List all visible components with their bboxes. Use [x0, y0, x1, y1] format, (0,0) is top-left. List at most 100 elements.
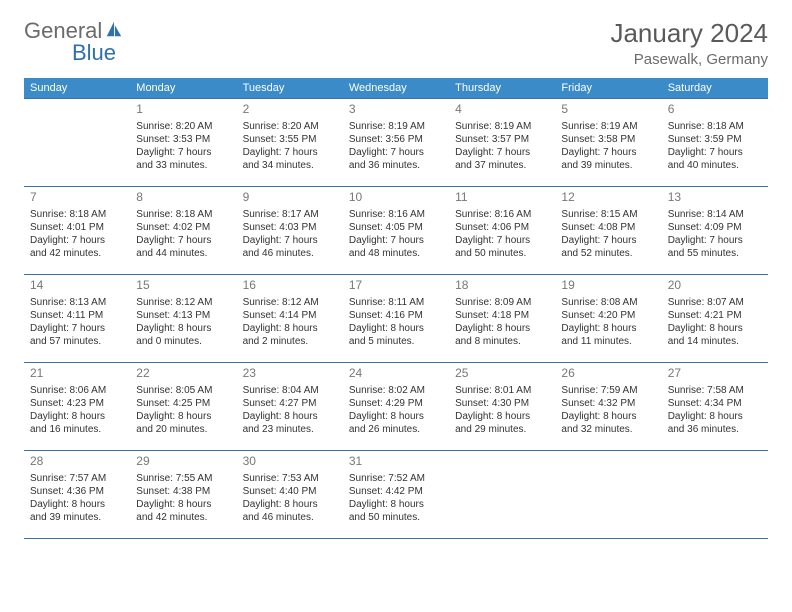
- daylight-text: and 33 minutes.: [136, 159, 230, 172]
- calendar-cell: 9Sunrise: 8:17 AMSunset: 4:03 PMDaylight…: [237, 187, 343, 275]
- daylight-text: Daylight: 7 hours: [349, 234, 443, 247]
- sunrise-text: Sunrise: 8:12 AM: [243, 296, 337, 309]
- sunrise-text: Sunrise: 7:52 AM: [349, 472, 443, 485]
- calendar-cell: 3Sunrise: 8:19 AMSunset: 3:56 PMDaylight…: [343, 99, 449, 187]
- sunset-text: Sunset: 4:20 PM: [561, 309, 655, 322]
- daylight-text: Daylight: 8 hours: [30, 498, 124, 511]
- calendar-cell: 2Sunrise: 8:20 AMSunset: 3:55 PMDaylight…: [237, 99, 343, 187]
- sunset-text: Sunset: 4:11 PM: [30, 309, 124, 322]
- calendar-cell: 14Sunrise: 8:13 AMSunset: 4:11 PMDayligh…: [24, 275, 130, 363]
- calendar-body: 1Sunrise: 8:20 AMSunset: 3:53 PMDaylight…: [24, 99, 768, 539]
- daylight-text: and 50 minutes.: [349, 511, 443, 524]
- day-number: 21: [30, 366, 124, 382]
- calendar-cell: 7Sunrise: 8:18 AMSunset: 4:01 PMDaylight…: [24, 187, 130, 275]
- daylight-text: and 42 minutes.: [30, 247, 124, 260]
- sunrise-text: Sunrise: 8:15 AM: [561, 208, 655, 221]
- daylight-text: and 20 minutes.: [136, 423, 230, 436]
- day-number: 17: [349, 278, 443, 294]
- sunset-text: Sunset: 4:21 PM: [668, 309, 762, 322]
- daylight-text: and 26 minutes.: [349, 423, 443, 436]
- weekday-header: Tuesday: [237, 78, 343, 99]
- calendar-cell: 20Sunrise: 8:07 AMSunset: 4:21 PMDayligh…: [662, 275, 768, 363]
- day-number: 20: [668, 278, 762, 294]
- calendar-cell: 27Sunrise: 7:58 AMSunset: 4:34 PMDayligh…: [662, 363, 768, 451]
- sunrise-text: Sunrise: 8:20 AM: [136, 120, 230, 133]
- sunrise-text: Sunrise: 7:55 AM: [136, 472, 230, 485]
- sunrise-text: Sunrise: 8:19 AM: [561, 120, 655, 133]
- sunset-text: Sunset: 4:42 PM: [349, 485, 443, 498]
- daylight-text: and 36 minutes.: [349, 159, 443, 172]
- day-number: 2: [243, 102, 337, 118]
- daylight-text: Daylight: 8 hours: [668, 410, 762, 423]
- calendar-cell: 24Sunrise: 8:02 AMSunset: 4:29 PMDayligh…: [343, 363, 449, 451]
- calendar-cell: 1Sunrise: 8:20 AMSunset: 3:53 PMDaylight…: [130, 99, 236, 187]
- calendar-cell: 16Sunrise: 8:12 AMSunset: 4:14 PMDayligh…: [237, 275, 343, 363]
- daylight-text: Daylight: 7 hours: [30, 234, 124, 247]
- daylight-text: and 46 minutes.: [243, 247, 337, 260]
- day-number: 26: [561, 366, 655, 382]
- day-number: 27: [668, 366, 762, 382]
- sunset-text: Sunset: 4:06 PM: [455, 221, 549, 234]
- daylight-text: and 52 minutes.: [561, 247, 655, 260]
- day-number: 12: [561, 190, 655, 206]
- daylight-text: Daylight: 8 hours: [561, 322, 655, 335]
- daylight-text: Daylight: 8 hours: [455, 322, 549, 335]
- day-number: 7: [30, 190, 124, 206]
- calendar-row: 28Sunrise: 7:57 AMSunset: 4:36 PMDayligh…: [24, 451, 768, 539]
- daylight-text: and 16 minutes.: [30, 423, 124, 436]
- sunset-text: Sunset: 3:56 PM: [349, 133, 443, 146]
- daylight-text: and 34 minutes.: [243, 159, 337, 172]
- sunset-text: Sunset: 3:57 PM: [455, 133, 549, 146]
- sunset-text: Sunset: 4:16 PM: [349, 309, 443, 322]
- daylight-text: and 44 minutes.: [136, 247, 230, 260]
- sunset-text: Sunset: 4:27 PM: [243, 397, 337, 410]
- daylight-text: and 48 minutes.: [349, 247, 443, 260]
- sunrise-text: Sunrise: 8:20 AM: [243, 120, 337, 133]
- sunrise-text: Sunrise: 8:02 AM: [349, 384, 443, 397]
- calendar-cell: [24, 99, 130, 187]
- sunrise-text: Sunrise: 8:19 AM: [349, 120, 443, 133]
- calendar-cell: 17Sunrise: 8:11 AMSunset: 4:16 PMDayligh…: [343, 275, 449, 363]
- sunset-text: Sunset: 3:58 PM: [561, 133, 655, 146]
- day-number: 31: [349, 454, 443, 470]
- sunrise-text: Sunrise: 7:53 AM: [243, 472, 337, 485]
- daylight-text: and 57 minutes.: [30, 335, 124, 348]
- day-number: 30: [243, 454, 337, 470]
- day-number: 24: [349, 366, 443, 382]
- sunrise-text: Sunrise: 7:57 AM: [30, 472, 124, 485]
- daylight-text: Daylight: 8 hours: [136, 498, 230, 511]
- sunset-text: Sunset: 4:13 PM: [136, 309, 230, 322]
- calendar-cell: 26Sunrise: 7:59 AMSunset: 4:32 PMDayligh…: [555, 363, 661, 451]
- daylight-text: and 37 minutes.: [455, 159, 549, 172]
- sunrise-text: Sunrise: 8:12 AM: [136, 296, 230, 309]
- calendar-cell: 6Sunrise: 8:18 AMSunset: 3:59 PMDaylight…: [662, 99, 768, 187]
- sunrise-text: Sunrise: 8:17 AM: [243, 208, 337, 221]
- daylight-text: Daylight: 7 hours: [349, 146, 443, 159]
- day-number: 19: [561, 278, 655, 294]
- day-number: 1: [136, 102, 230, 118]
- sunrise-text: Sunrise: 7:59 AM: [561, 384, 655, 397]
- sunset-text: Sunset: 4:14 PM: [243, 309, 337, 322]
- sunrise-text: Sunrise: 8:18 AM: [668, 120, 762, 133]
- calendar-cell: 23Sunrise: 8:04 AMSunset: 4:27 PMDayligh…: [237, 363, 343, 451]
- sunrise-text: Sunrise: 8:16 AM: [455, 208, 549, 221]
- daylight-text: Daylight: 8 hours: [136, 322, 230, 335]
- day-number: 29: [136, 454, 230, 470]
- daylight-text: and 46 minutes.: [243, 511, 337, 524]
- calendar-cell: 12Sunrise: 8:15 AMSunset: 4:08 PMDayligh…: [555, 187, 661, 275]
- daylight-text: Daylight: 8 hours: [243, 410, 337, 423]
- daylight-text: and 11 minutes.: [561, 335, 655, 348]
- sunset-text: Sunset: 4:32 PM: [561, 397, 655, 410]
- daylight-text: and 50 minutes.: [455, 247, 549, 260]
- daylight-text: Daylight: 8 hours: [349, 410, 443, 423]
- calendar-cell: 10Sunrise: 8:16 AMSunset: 4:05 PMDayligh…: [343, 187, 449, 275]
- sunrise-text: Sunrise: 8:09 AM: [455, 296, 549, 309]
- day-number: 10: [349, 190, 443, 206]
- daylight-text: and 29 minutes.: [455, 423, 549, 436]
- daylight-text: and 55 minutes.: [668, 247, 762, 260]
- sunset-text: Sunset: 3:53 PM: [136, 133, 230, 146]
- sunset-text: Sunset: 4:09 PM: [668, 221, 762, 234]
- sunset-text: Sunset: 4:01 PM: [30, 221, 124, 234]
- daylight-text: Daylight: 7 hours: [455, 146, 549, 159]
- daylight-text: Daylight: 7 hours: [243, 234, 337, 247]
